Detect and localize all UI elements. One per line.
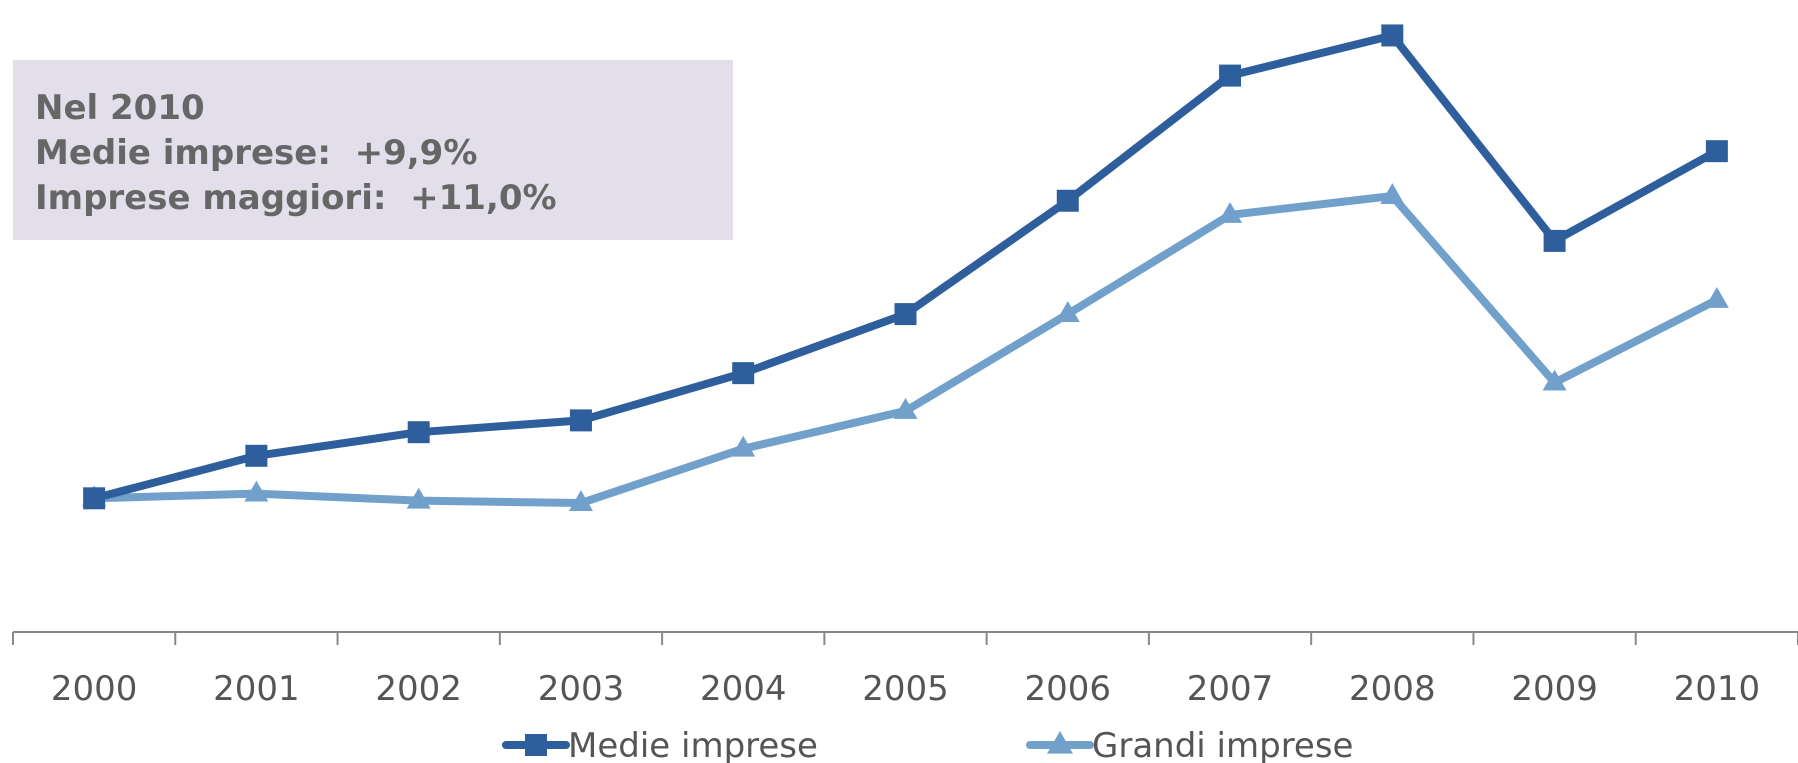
data-point-medie-imprese: [1705, 140, 1728, 163]
data-point-grandi-imprese: [1380, 183, 1405, 204]
legend-item-grandi-imprese: Grandi imprese: [1026, 726, 1353, 763]
data-point-medie-imprese: [1219, 64, 1242, 87]
x-tick-label: 2007: [1187, 669, 1274, 709]
data-point-medie-imprese: [1056, 189, 1079, 212]
x-tick-label: 2001: [213, 669, 300, 709]
x-tick-label: 2002: [375, 669, 462, 709]
legend-label-medie-imprese: Medie imprese: [568, 726, 818, 763]
annotation-title: Nel 2010: [35, 88, 205, 128]
data-point-grandi-imprese: [568, 490, 593, 511]
x-tick-label: 2004: [700, 669, 787, 709]
series-medie-imprese: [83, 24, 1728, 510]
annotation-medie: Medie imprese: +9,9%: [35, 133, 478, 173]
x-tick-label: 2009: [1511, 669, 1598, 709]
annotation-box: Nel 2010 Medie imprese: +9,9% Imprese ma…: [13, 60, 733, 240]
data-point-grandi-imprese: [406, 487, 431, 509]
data-point-medie-imprese: [1543, 229, 1566, 252]
data-point-grandi-imprese: [244, 480, 269, 502]
x-tick-label: 2003: [538, 669, 625, 709]
x-tick-label: 2000: [51, 669, 138, 709]
annotation-maggiori: Imprese maggiori: +11,0%: [35, 178, 557, 218]
legend-marker-medie-imprese: [525, 734, 547, 756]
legend-marker-grandi-imprese: [1047, 730, 1073, 754]
data-point-medie-imprese: [732, 362, 755, 385]
data-point-grandi-imprese: [1218, 201, 1243, 223]
legend-label-grandi-imprese: Grandi imprese: [1092, 726, 1353, 763]
x-tick-label: 2008: [1349, 669, 1436, 709]
data-point-grandi-imprese: [1704, 286, 1729, 308]
data-point-grandi-imprese: [1542, 369, 1567, 391]
data-point-medie-imprese: [569, 409, 592, 432]
legend-item-medie-imprese: Medie imprese: [502, 726, 818, 763]
data-point-medie-imprese: [1381, 24, 1404, 47]
series-line-grandi-imprese: [94, 192, 1719, 508]
data-point-medie-imprese: [83, 487, 106, 510]
data-point-grandi-imprese: [1055, 301, 1080, 323]
x-tick-label: 2005: [862, 669, 949, 709]
data-point-grandi-imprese: [731, 435, 756, 457]
data-point-medie-imprese: [894, 303, 917, 326]
data-point-grandi-imprese: [893, 397, 918, 419]
data-point-medie-imprese: [407, 421, 430, 444]
data-point-medie-imprese: [245, 444, 268, 467]
x-tick-label: 2006: [1025, 669, 1112, 709]
x-tick-label: 2010: [1674, 669, 1761, 709]
